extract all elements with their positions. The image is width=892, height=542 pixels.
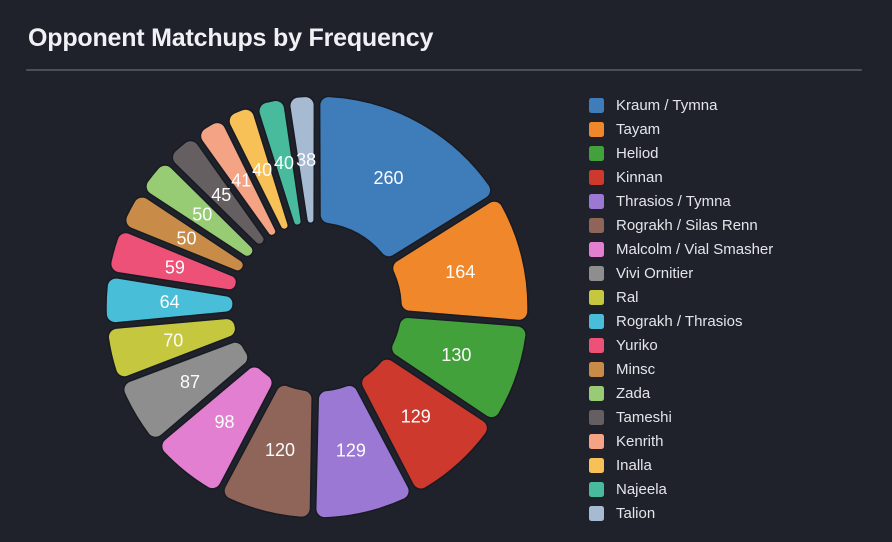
pie-segment-zada[interactable] xyxy=(145,164,254,258)
legend-item-kenrith[interactable]: Kenrith xyxy=(589,429,773,453)
legend-item-malcolm-vial-smasher[interactable]: Malcolm / Vial Smasher xyxy=(589,237,773,261)
pie-segment-heliod[interactable] xyxy=(390,316,527,419)
legend-item-tayam[interactable]: Tayam xyxy=(589,117,773,141)
legend-swatch-icon xyxy=(589,409,604,425)
legend-label: Vivi Ornitier xyxy=(616,264,694,282)
pie-segment-najeela[interactable] xyxy=(258,99,302,226)
legend-label: Heliod xyxy=(616,144,659,162)
legend-swatch-icon xyxy=(589,289,604,305)
pie-segment-thrasios-tymna[interactable] xyxy=(314,384,411,519)
legend-item-rograkh-silas-renn[interactable]: Rograkh / Silas Renn xyxy=(589,213,773,237)
legend-label: Yuriko xyxy=(616,336,658,354)
legend-swatch-icon xyxy=(589,481,604,497)
legend-label: Rograkh / Silas Renn xyxy=(616,216,758,234)
legend-item-kraum-tymna[interactable]: Kraum / Tymna xyxy=(589,93,773,117)
legend-item-talion[interactable]: Talion xyxy=(589,501,773,525)
pie-segment-kraum-tymna[interactable] xyxy=(318,95,492,258)
legend-swatch-icon xyxy=(589,217,604,233)
legend-swatch-icon xyxy=(589,265,604,281)
legend-item-yuriko[interactable]: Yuriko xyxy=(589,333,773,357)
legend-label: Tameshi xyxy=(616,408,672,426)
legend-swatch-icon xyxy=(589,121,604,137)
pie-segment-yuriko[interactable] xyxy=(109,231,238,291)
legend-swatch-icon xyxy=(589,505,604,521)
pie-segment-kinnan[interactable] xyxy=(360,358,489,490)
legend-item-ral[interactable]: Ral xyxy=(589,285,773,309)
legend-item-tameshi[interactable]: Tameshi xyxy=(589,405,773,429)
pie-segment-malcolm-vial-smasher[interactable] xyxy=(160,365,274,490)
legend-item-najeela[interactable]: Najeela xyxy=(589,477,773,501)
legend-item-vivi-ornitier[interactable]: Vivi Ornitier xyxy=(589,261,773,285)
pie-segment-talion[interactable] xyxy=(289,95,316,224)
legend-label: Rograkh / Thrasios xyxy=(616,312,743,330)
legend-item-inalla[interactable]: Inalla xyxy=(589,453,773,477)
legend-swatch-icon xyxy=(589,145,604,161)
legend-swatch-icon xyxy=(589,169,604,185)
legend-label: Minsc xyxy=(616,360,656,378)
legend-swatch-icon xyxy=(589,193,604,209)
pie-segment-rograkh-thrasios[interactable] xyxy=(105,277,234,324)
title-divider xyxy=(26,69,862,71)
legend-swatch-icon xyxy=(589,433,604,449)
legend-item-minsc[interactable]: Minsc xyxy=(589,357,773,381)
pie-segment-minsc[interactable] xyxy=(124,196,245,272)
chart-legend: Kraum / Tymna Tayam Heliod Kinnan Thrasios /… xyxy=(589,93,773,525)
legend-item-thrasios-tymna[interactable]: Thrasios / Tymna xyxy=(589,189,773,213)
legend-label: Talion xyxy=(616,504,656,522)
legend-label: Kenrith xyxy=(616,432,664,450)
legend-swatch-icon xyxy=(589,241,604,257)
legend-swatch-icon xyxy=(589,457,604,473)
pie-segment-inalla[interactable] xyxy=(228,108,290,231)
legend-swatch-icon xyxy=(589,337,604,353)
pie-segment-tayam[interactable] xyxy=(391,200,529,322)
pie-segment-rograkh-silas-renn[interactable] xyxy=(223,384,313,519)
page-title: Opponent Matchups by Frequency xyxy=(28,24,434,52)
legend-item-heliod[interactable]: Heliod xyxy=(589,141,773,165)
pie-segment-tameshi[interactable] xyxy=(171,139,266,246)
legend-label: Inalla xyxy=(616,456,652,474)
legend-label: Thrasios / Tymna xyxy=(616,192,731,210)
legend-label: Ral xyxy=(616,288,639,306)
pie-segment-vivi-ornitier[interactable] xyxy=(122,341,249,439)
legend-item-kinnan[interactable]: Kinnan xyxy=(589,165,773,189)
legend-label: Kinnan xyxy=(616,168,663,186)
legend-label: Kraum / Tymna xyxy=(616,96,718,114)
legend-item-zada[interactable]: Zada xyxy=(589,381,773,405)
legend-swatch-icon xyxy=(589,313,604,329)
legend-item-rograkh-thrasios[interactable]: Rograkh / Thrasios xyxy=(589,309,773,333)
legend-label: Zada xyxy=(616,384,651,402)
legend-label: Tayam xyxy=(616,120,661,138)
legend-swatch-icon xyxy=(589,361,604,377)
pie-segment-ral[interactable] xyxy=(107,317,237,378)
legend-label: Najeela xyxy=(616,480,667,498)
legend-label: Malcolm / Vial Smasher xyxy=(616,240,774,258)
pie-segment-kenrith[interactable] xyxy=(199,121,277,237)
legend-swatch-icon xyxy=(589,97,604,113)
legend-swatch-icon xyxy=(589,385,604,401)
